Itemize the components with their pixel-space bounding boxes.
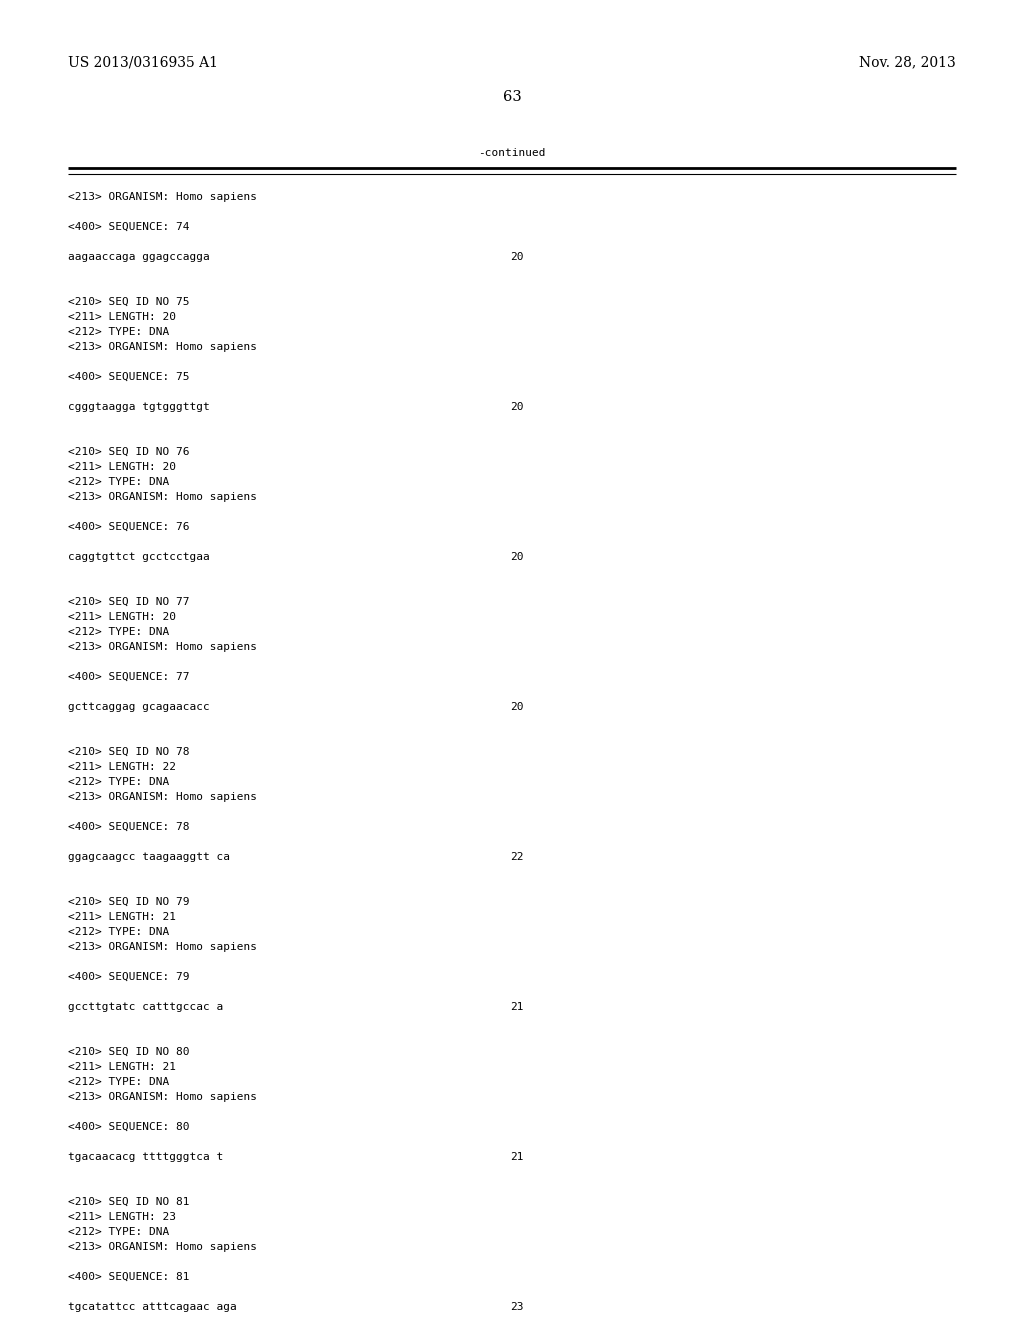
Text: <213> ORGANISM: Homo sapiens: <213> ORGANISM: Homo sapiens: [68, 642, 257, 652]
Text: cgggtaagga tgtgggttgt: cgggtaagga tgtgggttgt: [68, 403, 210, 412]
Text: ggagcaagcc taagaaggtt ca: ggagcaagcc taagaaggtt ca: [68, 851, 230, 862]
Text: <400> SEQUENCE: 76: <400> SEQUENCE: 76: [68, 521, 189, 532]
Text: 21: 21: [510, 1152, 523, 1162]
Text: <400> SEQUENCE: 79: <400> SEQUENCE: 79: [68, 972, 189, 982]
Text: <213> ORGANISM: Homo sapiens: <213> ORGANISM: Homo sapiens: [68, 492, 257, 502]
Text: Nov. 28, 2013: Nov. 28, 2013: [859, 55, 956, 69]
Text: <400> SEQUENCE: 81: <400> SEQUENCE: 81: [68, 1272, 189, 1282]
Text: tgacaacacg ttttgggtca t: tgacaacacg ttttgggtca t: [68, 1152, 223, 1162]
Text: <400> SEQUENCE: 80: <400> SEQUENCE: 80: [68, 1122, 189, 1133]
Text: <213> ORGANISM: Homo sapiens: <213> ORGANISM: Homo sapiens: [68, 191, 257, 202]
Text: <213> ORGANISM: Homo sapiens: <213> ORGANISM: Homo sapiens: [68, 1242, 257, 1251]
Text: <400> SEQUENCE: 77: <400> SEQUENCE: 77: [68, 672, 189, 682]
Text: <211> LENGTH: 22: <211> LENGTH: 22: [68, 762, 176, 772]
Text: <211> LENGTH: 20: <211> LENGTH: 20: [68, 612, 176, 622]
Text: <210> SEQ ID NO 78: <210> SEQ ID NO 78: [68, 747, 189, 756]
Text: <212> TYPE: DNA: <212> TYPE: DNA: [68, 927, 169, 937]
Text: 21: 21: [510, 1002, 523, 1012]
Text: <212> TYPE: DNA: <212> TYPE: DNA: [68, 777, 169, 787]
Text: 63: 63: [503, 90, 521, 104]
Text: 20: 20: [510, 403, 523, 412]
Text: <213> ORGANISM: Homo sapiens: <213> ORGANISM: Homo sapiens: [68, 942, 257, 952]
Text: <210> SEQ ID NO 76: <210> SEQ ID NO 76: [68, 447, 189, 457]
Text: <213> ORGANISM: Homo sapiens: <213> ORGANISM: Homo sapiens: [68, 1092, 257, 1102]
Text: tgcatattcc atttcagaac aga: tgcatattcc atttcagaac aga: [68, 1302, 237, 1312]
Text: <211> LENGTH: 21: <211> LENGTH: 21: [68, 912, 176, 921]
Text: -continued: -continued: [478, 148, 546, 158]
Text: 20: 20: [510, 252, 523, 261]
Text: gcttcaggag gcagaacacc: gcttcaggag gcagaacacc: [68, 702, 210, 711]
Text: <400> SEQUENCE: 74: <400> SEQUENCE: 74: [68, 222, 189, 232]
Text: <213> ORGANISM: Homo sapiens: <213> ORGANISM: Homo sapiens: [68, 342, 257, 352]
Text: US 2013/0316935 A1: US 2013/0316935 A1: [68, 55, 218, 69]
Text: caggtgttct gcctcctgaa: caggtgttct gcctcctgaa: [68, 552, 210, 562]
Text: <212> TYPE: DNA: <212> TYPE: DNA: [68, 327, 169, 337]
Text: aagaaccaga ggagccagga: aagaaccaga ggagccagga: [68, 252, 210, 261]
Text: <210> SEQ ID NO 80: <210> SEQ ID NO 80: [68, 1047, 189, 1057]
Text: <213> ORGANISM: Homo sapiens: <213> ORGANISM: Homo sapiens: [68, 792, 257, 803]
Text: <210> SEQ ID NO 81: <210> SEQ ID NO 81: [68, 1197, 189, 1206]
Text: <210> SEQ ID NO 77: <210> SEQ ID NO 77: [68, 597, 189, 607]
Text: <211> LENGTH: 23: <211> LENGTH: 23: [68, 1212, 176, 1222]
Text: 23: 23: [510, 1302, 523, 1312]
Text: <212> TYPE: DNA: <212> TYPE: DNA: [68, 627, 169, 638]
Text: <211> LENGTH: 20: <211> LENGTH: 20: [68, 312, 176, 322]
Text: 20: 20: [510, 702, 523, 711]
Text: 20: 20: [510, 552, 523, 562]
Text: <210> SEQ ID NO 75: <210> SEQ ID NO 75: [68, 297, 189, 308]
Text: <212> TYPE: DNA: <212> TYPE: DNA: [68, 1228, 169, 1237]
Text: <400> SEQUENCE: 75: <400> SEQUENCE: 75: [68, 372, 189, 381]
Text: <211> LENGTH: 20: <211> LENGTH: 20: [68, 462, 176, 473]
Text: <210> SEQ ID NO 79: <210> SEQ ID NO 79: [68, 898, 189, 907]
Text: <212> TYPE: DNA: <212> TYPE: DNA: [68, 1077, 169, 1086]
Text: <212> TYPE: DNA: <212> TYPE: DNA: [68, 477, 169, 487]
Text: 22: 22: [510, 851, 523, 862]
Text: <211> LENGTH: 21: <211> LENGTH: 21: [68, 1063, 176, 1072]
Text: gccttgtatc catttgccac a: gccttgtatc catttgccac a: [68, 1002, 223, 1012]
Text: <400> SEQUENCE: 78: <400> SEQUENCE: 78: [68, 822, 189, 832]
